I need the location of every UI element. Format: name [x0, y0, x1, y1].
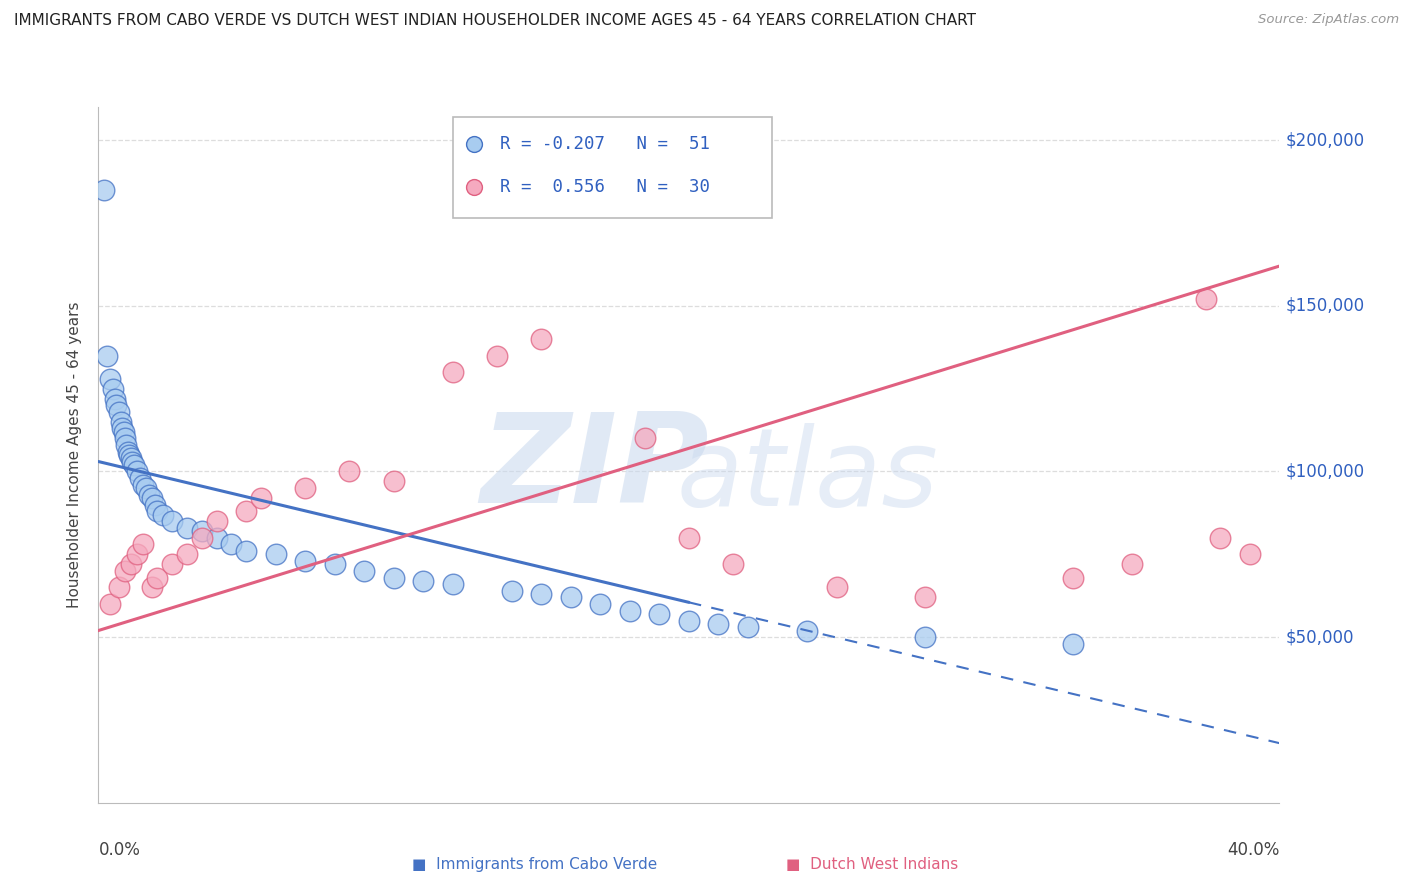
Point [560, 591, 582, 605]
Point [382, 475, 405, 489]
Point [121, 454, 143, 468]
Text: $100,000: $100,000 [1285, 462, 1364, 481]
Point [141, 491, 163, 505]
Point [723, 558, 745, 572]
Point [112, 425, 135, 439]
Point [111, 421, 134, 435]
Point [98, 597, 121, 611]
Text: ■  Dutch West Indians: ■ Dutch West Indians [786, 857, 957, 872]
Point [93, 183, 115, 197]
Point [633, 431, 655, 445]
Point [162, 514, 183, 528]
Point [122, 458, 145, 472]
Point [796, 624, 818, 638]
Point [737, 620, 759, 634]
Point [707, 616, 730, 631]
Point [530, 587, 553, 601]
Point [1239, 547, 1261, 561]
Point [441, 365, 464, 379]
Point [294, 554, 316, 568]
Point [108, 581, 131, 595]
Point [1195, 292, 1218, 306]
Point [120, 451, 142, 466]
Point [250, 491, 273, 505]
Point [914, 630, 936, 644]
Point [219, 537, 243, 551]
Text: ■  Immigrants from Cabo Verde: ■ Immigrants from Cabo Verde [412, 857, 657, 872]
Point [914, 591, 936, 605]
Point [97, 796, 120, 810]
Text: 0.0%: 0.0% [98, 841, 141, 859]
Point [323, 558, 346, 572]
Point [264, 547, 287, 561]
Point [115, 438, 138, 452]
Point [294, 481, 316, 495]
Point [108, 405, 131, 419]
Point [98, 372, 121, 386]
Point [235, 544, 257, 558]
Point [128, 471, 150, 485]
Point [235, 504, 257, 518]
Point [162, 558, 183, 572]
Point [146, 504, 169, 518]
Point [1121, 558, 1143, 572]
Text: IMMIGRANTS FROM CABO VERDE VS DUTCH WEST INDIAN HOUSEHOLDER INCOME AGES 45 - 64 : IMMIGRANTS FROM CABO VERDE VS DUTCH WEST… [14, 13, 976, 29]
FancyBboxPatch shape [453, 118, 772, 219]
Point [97, 796, 120, 810]
Point [104, 392, 127, 406]
Point [143, 498, 166, 512]
Point [125, 465, 148, 479]
Text: Source: ZipAtlas.com: Source: ZipAtlas.com [1258, 13, 1399, 27]
Point [114, 564, 136, 578]
Point [1062, 637, 1084, 651]
Text: $200,000: $200,000 [1285, 131, 1364, 149]
Point [105, 398, 128, 412]
Point [146, 570, 169, 584]
Text: atlas: atlas [676, 424, 938, 528]
Text: ZIP: ZIP [479, 409, 709, 529]
Point [589, 597, 612, 611]
Point [141, 581, 163, 595]
Point [205, 514, 228, 528]
Point [125, 547, 148, 561]
Point [501, 583, 523, 598]
Point [103, 382, 125, 396]
Text: $50,000: $50,000 [1285, 628, 1354, 646]
Point [110, 415, 132, 429]
Point [486, 349, 509, 363]
Point [678, 614, 700, 628]
Point [825, 581, 848, 595]
Point [96, 349, 118, 363]
Point [176, 547, 198, 561]
Point [135, 481, 157, 495]
Point [120, 558, 142, 572]
Point [114, 431, 136, 445]
Point [205, 531, 228, 545]
Point [412, 574, 434, 588]
Text: 40.0%: 40.0% [1227, 841, 1279, 859]
Text: $150,000: $150,000 [1285, 297, 1364, 315]
Point [118, 448, 141, 462]
Point [648, 607, 671, 621]
Y-axis label: Householder Income Ages 45 - 64 years: Householder Income Ages 45 - 64 years [67, 301, 83, 608]
Point [138, 488, 160, 502]
Point [132, 477, 155, 491]
Text: R =  0.556   N =  30: R = 0.556 N = 30 [501, 178, 710, 196]
Point [176, 521, 198, 535]
Point [619, 604, 641, 618]
Point [382, 570, 405, 584]
Text: R = -0.207   N =  51: R = -0.207 N = 51 [501, 135, 710, 153]
Point [117, 444, 139, 458]
Point [191, 531, 214, 545]
Point [678, 531, 700, 545]
Point [441, 577, 464, 591]
Point [191, 524, 214, 538]
Point [132, 537, 155, 551]
Point [1062, 570, 1084, 584]
Point [152, 508, 174, 522]
Point [530, 332, 553, 346]
Point [337, 465, 360, 479]
Point [1209, 531, 1232, 545]
Point [353, 564, 375, 578]
